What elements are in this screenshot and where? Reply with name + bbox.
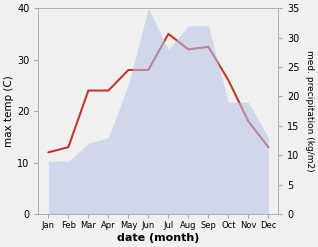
X-axis label: date (month): date (month) <box>117 233 200 243</box>
Y-axis label: max temp (C): max temp (C) <box>4 75 14 147</box>
Y-axis label: med. precipitation (kg/m2): med. precipitation (kg/m2) <box>305 50 314 172</box>
